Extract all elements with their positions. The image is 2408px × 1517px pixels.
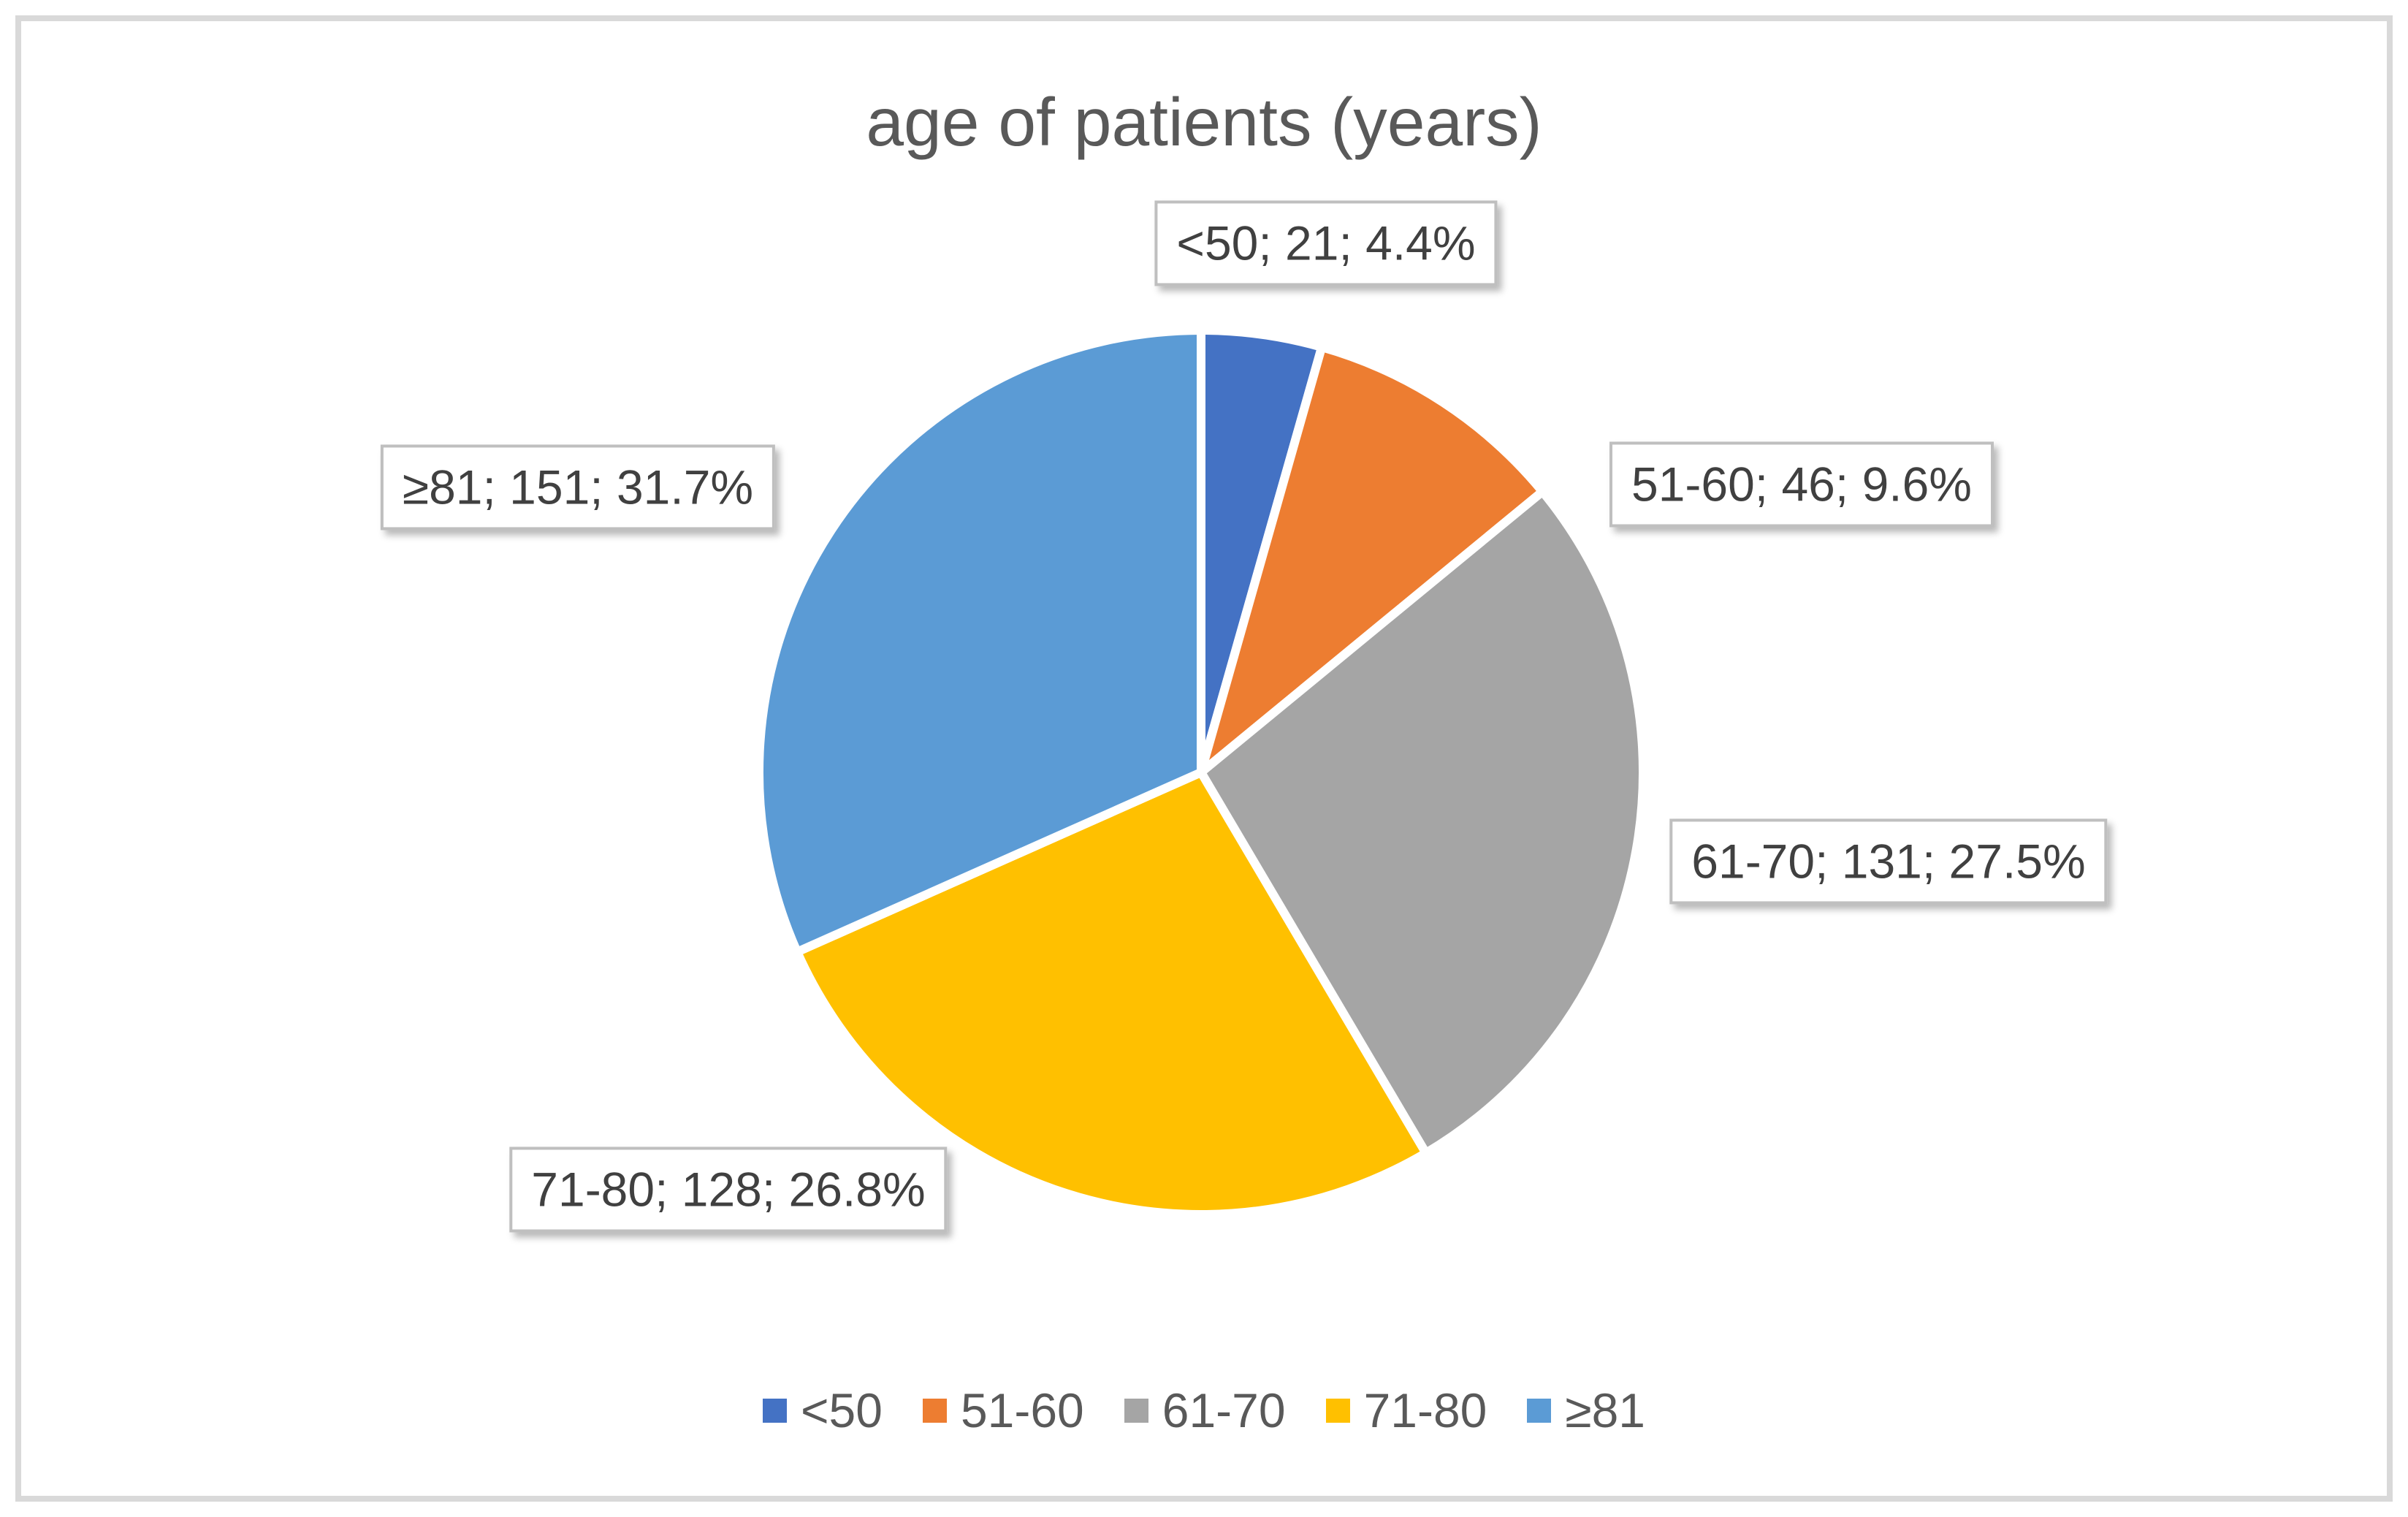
data-label-61-70: 61-70; 131; 27.5% (1669, 818, 2108, 905)
pie-slice-51-60 (1192, 341, 1549, 785)
legend-label-71-80: 71-80 (1363, 1383, 1487, 1437)
legend-label-lt50: <50 (800, 1383, 883, 1437)
legend-label-51-60: 51-60 (960, 1383, 1084, 1437)
legend-item-61-70: 61-70 (1124, 1383, 1286, 1438)
legend-swatch-51-60 (922, 1398, 947, 1423)
pie-slice-61-70 (1195, 485, 1647, 1160)
legend-item-71-80: 71-80 (1325, 1383, 1487, 1438)
data-label-71-80: 71-80; 128; 26.8% (509, 1147, 948, 1233)
pie-slice-81 (755, 325, 1205, 958)
legend-swatch-lt50 (762, 1398, 787, 1423)
legend-label-61-70: 61-70 (1162, 1383, 1286, 1437)
legend-label-ge81: ≥81 (1565, 1383, 1646, 1437)
legend-swatch-61-70 (1124, 1398, 1148, 1423)
legend-item-lt50: <50 (762, 1383, 883, 1438)
legend-swatch-71-80 (1325, 1398, 1350, 1423)
legend-item-51-60: 51-60 (922, 1383, 1084, 1438)
data-label-51-60: 51-60; 46; 9.6% (1609, 441, 1994, 528)
chart-title: age of patients (years) (866, 84, 1542, 160)
data-label-ge81: ≥81; 151; 31.7% (380, 444, 776, 531)
legend-swatch-ge81 (1527, 1398, 1552, 1423)
legend-item-ge81: ≥81 (1527, 1383, 1645, 1438)
legend: <50 51-60 61-70 71-80 ≥81 (0, 1383, 2408, 1438)
data-label-lt50: <50; 21; 4.4% (1154, 200, 1498, 286)
